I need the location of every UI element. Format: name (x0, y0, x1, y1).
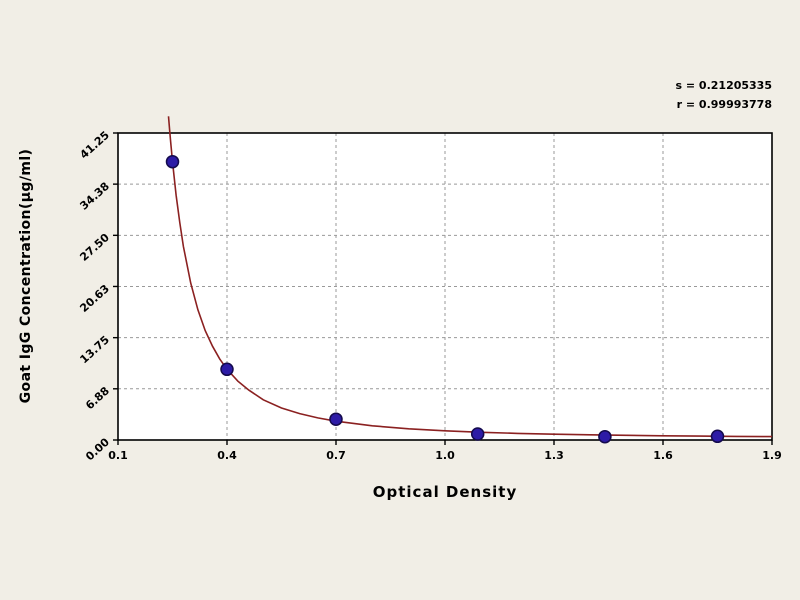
x-tick-label: 1.3 (544, 449, 564, 462)
x-tick-label: 1.6 (653, 449, 673, 462)
data-point (598, 429, 612, 444)
y-tick-label: 13.75 (77, 333, 112, 366)
data-point (165, 154, 180, 169)
data-point (470, 427, 485, 441)
data-point (710, 429, 725, 444)
y-tick-label: 20.63 (77, 282, 112, 315)
x-tick-label: 1.9 (762, 449, 782, 462)
fit-curve (167, 116, 773, 438)
fit-statistics: s = 0.21205335 r = 0.99993778 (676, 76, 773, 114)
fit-stat-r: r = 0.99993778 (676, 98, 772, 111)
y-tick-label: 34.38 (77, 180, 112, 213)
fit-stat-s: s = 0.21205335 (675, 79, 773, 92)
x-tick-label: 0.1 (108, 449, 128, 462)
plot-frame (117, 132, 773, 441)
y-tick-label: 41.25 (77, 129, 112, 162)
data-point (329, 412, 343, 426)
y-tick-label: 6.88 (83, 384, 112, 412)
y-tick-label: 27.50 (77, 231, 112, 264)
x-tick-label: 0.4 (217, 449, 237, 462)
x-tick-label: 1.0 (435, 449, 455, 462)
x-tick-label: 0.7 (326, 449, 346, 462)
x-axis-title: Optical Density (372, 483, 518, 501)
data-point (220, 362, 234, 377)
